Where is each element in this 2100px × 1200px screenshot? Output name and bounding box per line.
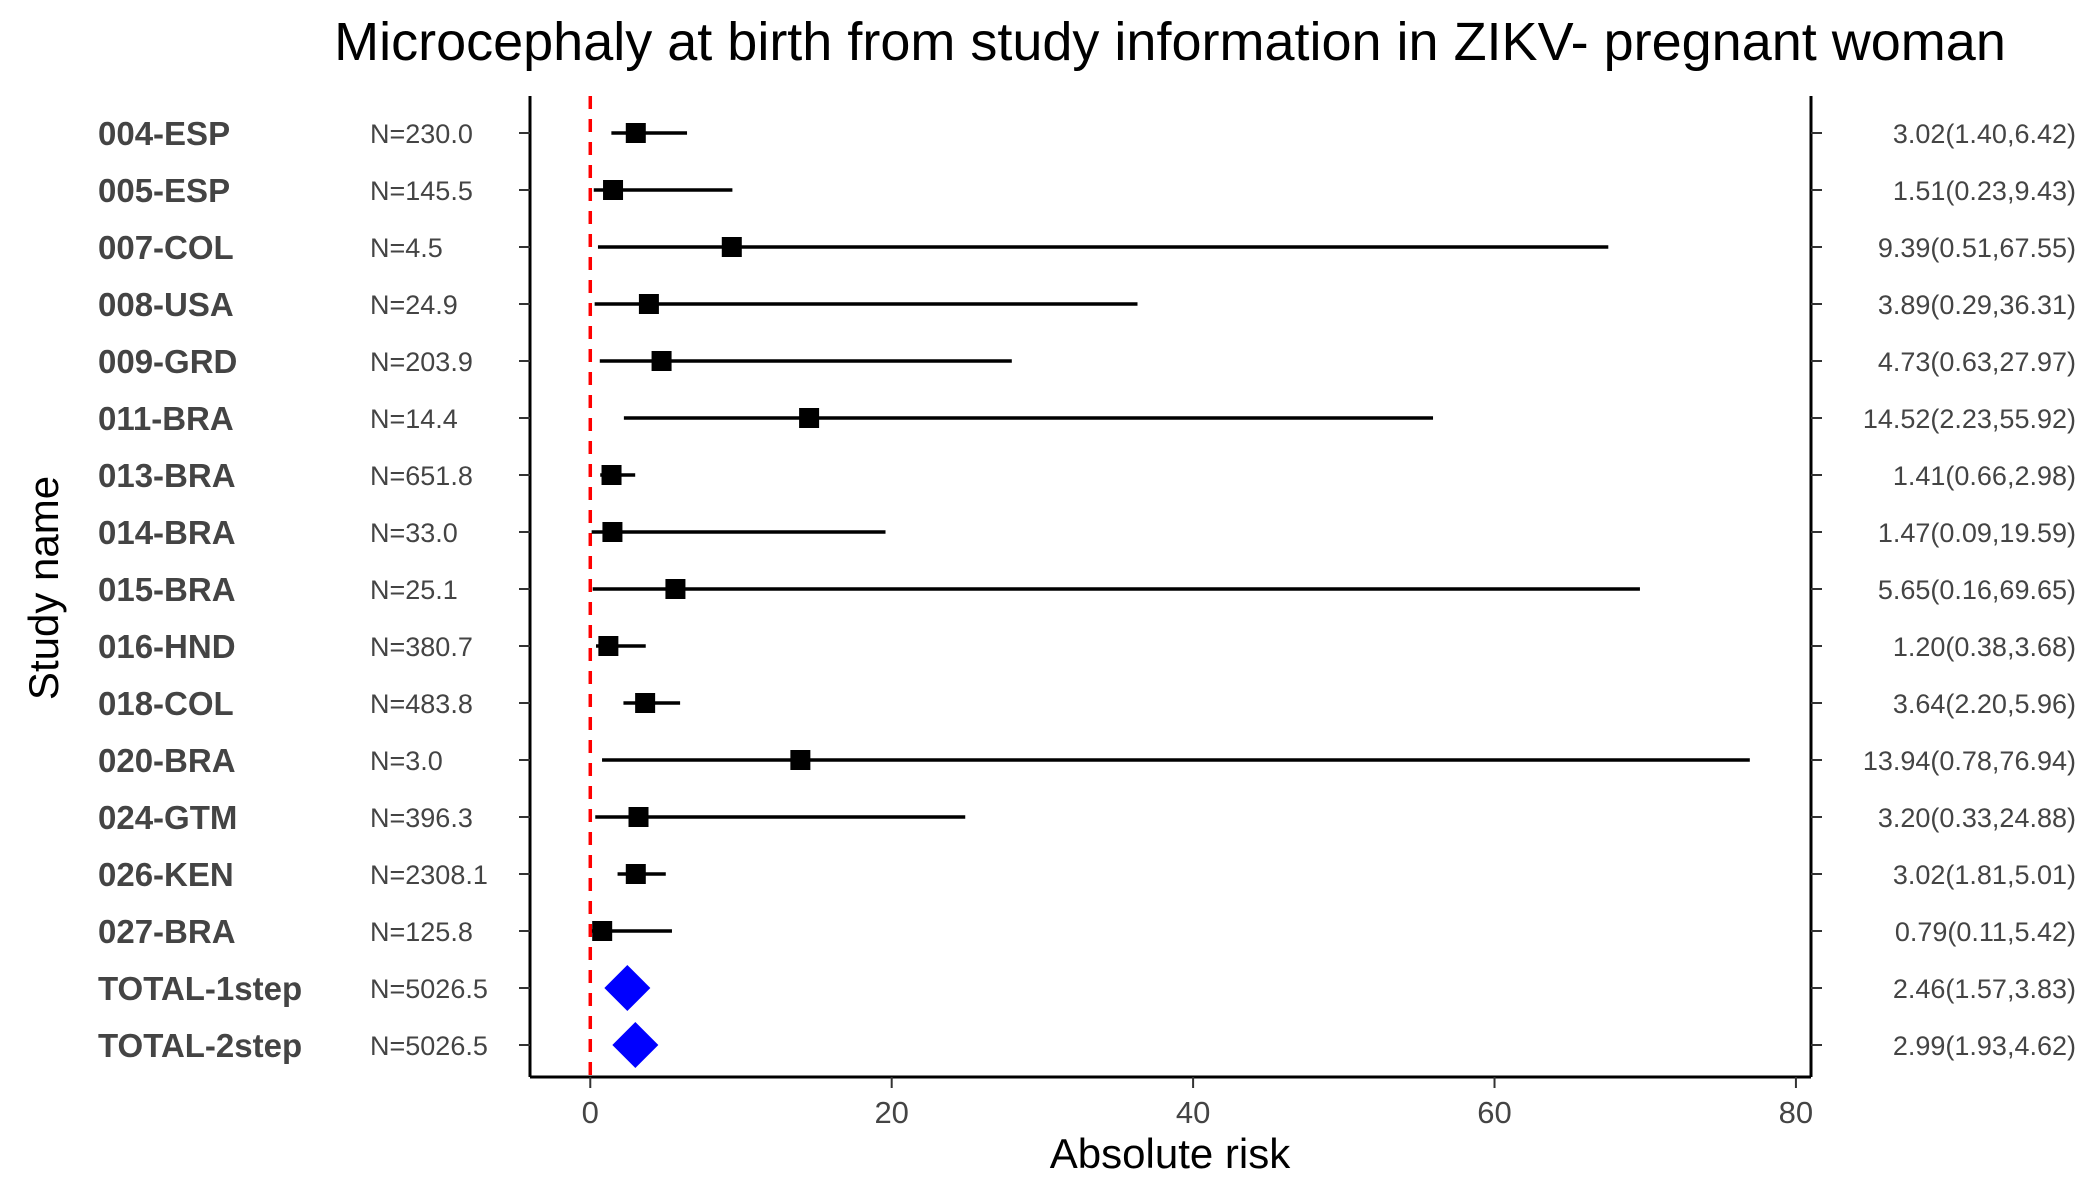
x-axis-label: Absolute risk [1050, 1130, 1291, 1177]
point-estimate-marker [625, 123, 646, 143]
pooled-estimate-diamond [604, 965, 651, 1011]
study-name-label: 020-BRA [98, 742, 236, 779]
point-estimate-marker [603, 180, 624, 200]
x-tick-label: 40 [1176, 1095, 1210, 1130]
study-name-label: 007-COL [98, 229, 234, 266]
point-estimate-marker [625, 864, 646, 884]
y-axis-label: Study name [20, 476, 67, 700]
point-estimate-marker [799, 408, 820, 428]
sample-size-label: N=651.8 [370, 461, 473, 491]
point-estimate-marker [665, 579, 686, 599]
chart-title: Microcephaly at birth from study informa… [334, 12, 2006, 72]
study-name-label: 004-ESP [98, 115, 230, 152]
x-tick-label: 80 [1779, 1095, 1813, 1130]
point-estimate-marker [602, 522, 623, 542]
study-name-label: TOTAL-2step [98, 1027, 302, 1064]
point-estimate-marker [601, 465, 622, 485]
study-name-label: TOTAL-1step [98, 970, 302, 1007]
sample-size-label: N=24.9 [370, 290, 458, 320]
estimate-ci-label: 0.79(0.11,5.42) [1895, 917, 2076, 947]
estimate-ci-label: 2.46(1.57,3.83) [1893, 974, 2076, 1004]
estimate-ci-label: 14.52(2.23,55.92) [1863, 404, 2076, 434]
sample-size-label: N=3.0 [370, 746, 443, 776]
estimate-ci-label: 4.73(0.63,27.97) [1878, 347, 2076, 377]
point-estimate-marker [790, 750, 811, 770]
estimate-ci-label: 3.02(1.81,5.01) [1893, 860, 2076, 890]
x-tick-label: 60 [1477, 1095, 1511, 1130]
study-name-label: 024-GTM [98, 799, 237, 836]
estimate-ci-label: 9.39(0.51,67.55) [1878, 233, 2076, 263]
sample-size-label: N=25.1 [370, 575, 458, 605]
study-name-label: 014-BRA [98, 514, 236, 551]
point-estimate-marker [651, 351, 672, 371]
study-name-label: 009-GRD [98, 343, 237, 380]
sample-size-label: N=14.4 [370, 404, 458, 434]
sample-size-label: N=396.3 [370, 803, 473, 833]
estimate-ci-label: 5.65(0.16,69.65) [1878, 575, 2076, 605]
point-estimate-marker [635, 693, 656, 713]
estimate-ci-label: 1.20(0.38,3.68) [1893, 632, 2076, 662]
study-name-label: 005-ESP [98, 172, 230, 209]
study-name-label: 011-BRA [98, 400, 234, 437]
estimate-ci-label: 2.99(1.93,4.62) [1893, 1031, 2076, 1061]
study-name-label: 026-KEN [98, 856, 234, 893]
sample-size-label: N=483.8 [370, 689, 473, 719]
plot-area: 0 20 40 60 80 004-ESP N=230.0 3.02(1.40,6.42) 00… [98, 96, 2076, 1130]
estimate-ci-label: 3.64(2.20,5.96) [1893, 689, 2076, 719]
sample-size-label: N=2308.1 [370, 860, 488, 890]
sample-size-label: N=33.0 [370, 518, 458, 548]
sample-size-label: N=5026.5 [370, 974, 488, 1004]
estimate-ci-label: 1.47(0.09,19.59) [1878, 518, 2076, 548]
estimate-ci-label: 3.20(0.33,24.88) [1878, 803, 2076, 833]
estimate-ci-label: 1.41(0.66,2.98) [1893, 461, 2076, 491]
study-name-label: 013-BRA [98, 457, 236, 494]
sample-size-label: N=5026.5 [370, 1031, 488, 1061]
point-estimate-marker [721, 237, 742, 257]
estimate-ci-label: 3.02(1.40,6.42) [1893, 119, 2076, 149]
sample-size-label: N=145.5 [370, 176, 473, 206]
estimate-ci-label: 13.94(0.78,76.94) [1863, 746, 2076, 776]
study-name-label: 016-HND [98, 628, 236, 665]
estimate-ci-label: 1.51(0.23,9.43) [1893, 176, 2076, 206]
point-estimate-marker [638, 294, 659, 314]
study-name-label: 008-USA [98, 286, 234, 323]
sample-size-label: N=4.5 [370, 233, 443, 263]
x-tick-label: 20 [874, 1095, 908, 1130]
sample-size-label: N=203.9 [370, 347, 473, 377]
sample-size-label: N=380.7 [370, 632, 473, 662]
point-estimate-marker [598, 636, 619, 656]
pooled-estimate-diamond [612, 1022, 659, 1068]
sample-size-label: N=230.0 [370, 119, 473, 149]
study-name-label: 018-COL [98, 685, 234, 722]
study-name-label: 027-BRA [98, 913, 236, 950]
point-estimate-marker [592, 921, 613, 941]
study-name-label: 015-BRA [98, 571, 236, 608]
point-estimate-marker [628, 807, 649, 827]
sample-size-label: N=125.8 [370, 917, 473, 947]
x-tick-label: 0 [582, 1095, 599, 1130]
estimate-ci-label: 3.89(0.29,36.31) [1878, 290, 2076, 320]
